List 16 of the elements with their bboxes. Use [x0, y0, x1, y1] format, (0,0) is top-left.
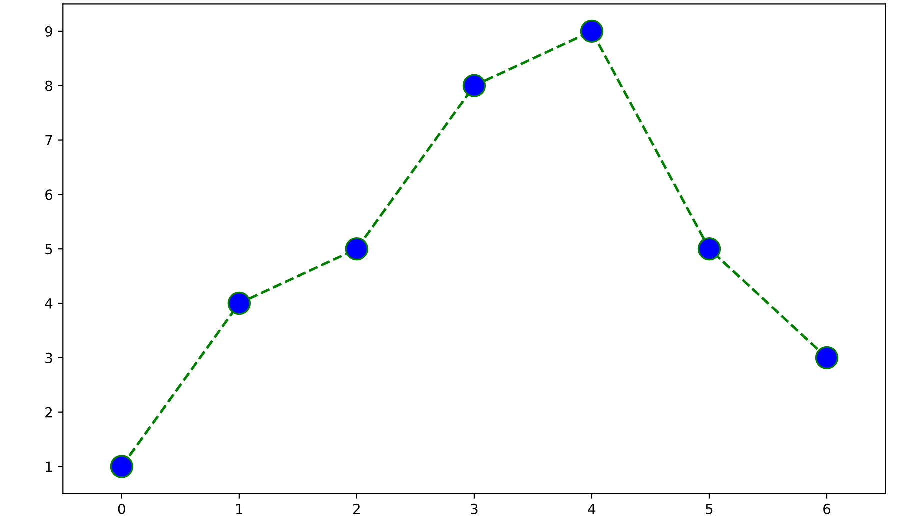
y-tick-label: 5: [46, 244, 52, 255]
x-tick-label: 6: [824, 504, 831, 514]
y-tick-label: 7: [46, 135, 52, 146]
y-tick-label: 2: [46, 407, 52, 418]
y-tick-label: 1: [46, 462, 52, 472]
y-tick-label: 6: [46, 190, 53, 200]
y-tick-label: 4: [45, 298, 53, 309]
x-tick-label: 4: [588, 504, 596, 514]
x-tick-label: 0: [118, 504, 126, 514]
y-tick-label: 3: [46, 352, 52, 364]
y-tick-label: 9: [45, 26, 52, 37]
x-tick-label: 5: [706, 504, 713, 514]
y-tick-label: 8: [46, 80, 52, 92]
x-tick-label: 1: [236, 504, 243, 514]
x-tick-label: 3: [471, 504, 478, 514]
x-tick-label: 2: [354, 504, 360, 514]
